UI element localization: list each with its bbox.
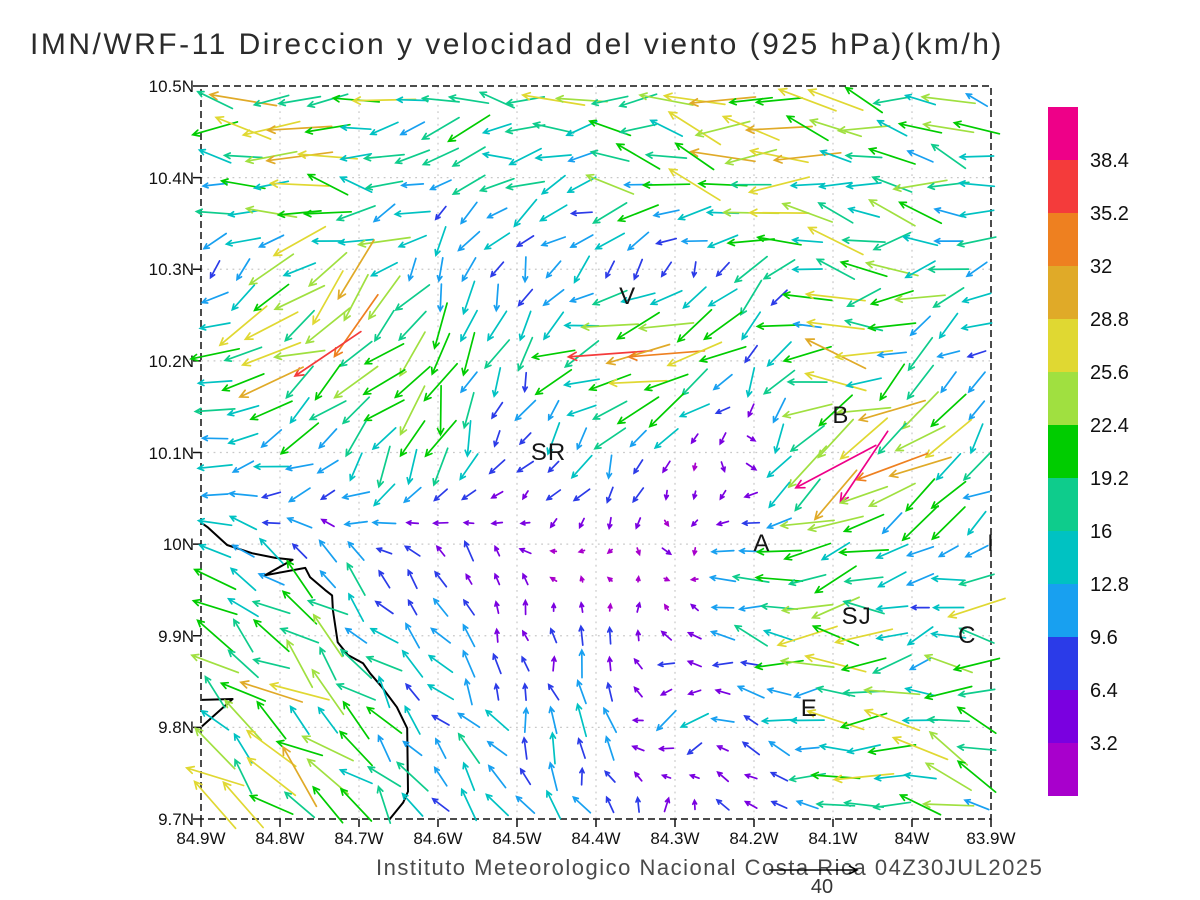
- wind-vectors: [184, 86, 1006, 830]
- reference-vector-label: 40: [810, 876, 834, 898]
- lat-lon-gridlines: [201, 86, 991, 819]
- chart-title: IMN/WRF-11 Direccion y velocidad del vie…: [30, 28, 1004, 61]
- footer-text: Instituto Meteorologico Nacional Costa R…: [376, 855, 1044, 880]
- colorbar: [1048, 107, 1078, 796]
- reference-vector-arrow: [769, 865, 859, 875]
- map-frame: [193, 85, 992, 827]
